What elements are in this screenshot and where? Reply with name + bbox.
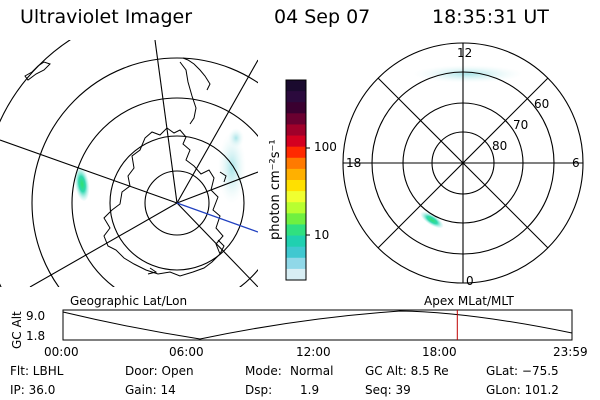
time-tick-2359: 23:59 — [553, 345, 588, 359]
mlt-label-12: 12 — [457, 46, 473, 60]
instrument-title: Ultraviolet Imager — [20, 6, 193, 28]
observation-time: 18:35:31 UT — [432, 6, 549, 28]
magnetic-polar-plot — [342, 42, 584, 284]
mlt-label-18: 18 — [346, 156, 362, 170]
colorbar-swatch — [286, 124, 306, 137]
altitude-curve — [62, 310, 573, 340]
colorbar-frame — [285, 79, 307, 281]
colorbar-swatch — [286, 180, 306, 192]
mlt-label-0: 0 — [466, 274, 474, 288]
dsp-label: Dsp: — [245, 383, 273, 397]
time-tick-0000: 00:00 — [44, 345, 79, 359]
door-info: Door: Open — [125, 364, 194, 378]
mode-label: Mode: — [245, 364, 282, 378]
colorbar-tick-100: 100 — [314, 140, 337, 154]
mlat-label-70: 70 — [513, 118, 529, 132]
altitude-axis-label: GC Alt — [10, 311, 24, 349]
colorbar-swatch — [286, 168, 306, 181]
colorbar-swatch — [286, 191, 306, 203]
colorbar-swatch — [286, 91, 306, 103]
mlat-label-80: 80 — [492, 139, 508, 153]
aurora-haze-upper — [228, 128, 244, 148]
aurora-arc-dayside — [413, 65, 523, 83]
aurora-patch-left — [74, 167, 90, 201]
glon-info: GLon: 101.2 — [486, 383, 559, 397]
intensity-colorbar — [285, 79, 310, 281]
colorbar-swatch — [286, 146, 306, 159]
colorbar-swatch — [286, 235, 306, 248]
colorbar-swatch — [286, 157, 306, 170]
antarctica-coastline — [103, 127, 224, 277]
altitude-max-label: 9.0 — [26, 309, 46, 323]
geographic-map — [0, 40, 258, 287]
orbit-track — [176, 202, 258, 233]
colorbar-swatch — [286, 257, 306, 270]
filter-info: Flt: LBHL — [10, 364, 64, 378]
observation-date: 04 Sep 07 — [274, 6, 371, 28]
mlat-label-60: 60 — [534, 97, 550, 111]
gain-info: Gain: 14 — [125, 383, 176, 397]
glat-info: GLat: −75.5 — [486, 364, 559, 378]
colorbar-swatch — [286, 113, 306, 126]
altitude-min-label: 1.8 — [26, 329, 46, 343]
seq-info: Seq: 39 — [365, 383, 411, 397]
time-tick-0600: 06:00 — [169, 345, 204, 359]
colorbar-swatch — [286, 202, 306, 214]
colorbar-swatch — [286, 213, 306, 226]
colorbar-tick-10: 10 — [314, 228, 330, 242]
dsp-value: 1.9 — [300, 383, 320, 397]
colorbar-swatch — [286, 246, 306, 259]
aurora-arc-night — [420, 211, 444, 229]
colorbar-swatch — [286, 268, 306, 281]
left-projection-label: Geographic Lat/Lon — [70, 294, 188, 308]
right-projection-label: Apex MLat/MLT — [424, 294, 514, 308]
mlt-label-6: 6 — [572, 156, 580, 170]
colorbar-swatch — [286, 80, 306, 92]
colorbar-swatch — [286, 102, 306, 114]
time-tick-1200: 12:00 — [296, 345, 331, 359]
colorbar-unit-label: photon cm⁻²s⁻¹ — [268, 139, 283, 240]
time-tick-1800: 18:00 — [422, 345, 457, 359]
gc-altitude-info: GC Alt: 8.5 Re — [365, 364, 449, 378]
colorbar-swatch — [286, 224, 306, 237]
mode-value: Normal — [290, 364, 334, 378]
aurora-haze-right — [218, 132, 246, 204]
ip-info: IP: 36.0 — [10, 383, 56, 397]
colorbar-swatch — [286, 135, 306, 148]
altitude-strip — [62, 309, 573, 341]
